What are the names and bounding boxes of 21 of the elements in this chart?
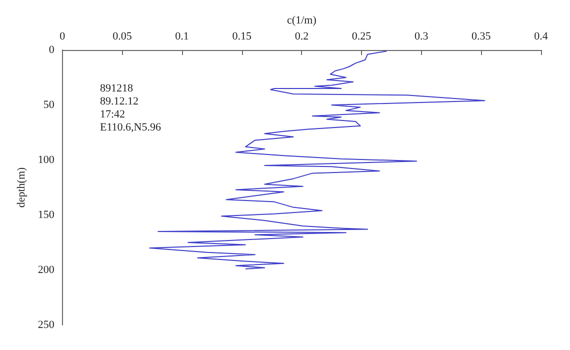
x-tick-label: 0.25 [352, 30, 372, 42]
x-axis-title: c(1/m) [287, 14, 317, 26]
y-tick-label: 200 [38, 264, 55, 276]
y-tick-label: 150 [38, 209, 55, 221]
y-tick-label: 250 [38, 319, 55, 331]
annotation: 89.12.12 [100, 96, 138, 108]
y-axis-title: depth(m) [16, 167, 28, 208]
x-tick-label: 0.2 [294, 30, 309, 42]
annotation: E110.6,N5.96 [100, 122, 162, 134]
y-tick-label: 0 [48, 44, 55, 56]
y-tick-label: 50 [43, 99, 55, 111]
x-tick-label: 0.05 [112, 30, 132, 42]
x-tick-label: 0.4 [534, 30, 548, 42]
y-tick-label: 100 [38, 154, 55, 166]
x-tick-label: 0.3 [414, 30, 429, 42]
x-tick-label: 0 [60, 30, 66, 42]
annotation: 891218 [100, 82, 134, 94]
x-tick-label: 0.1 [175, 30, 189, 42]
annotation: 17:42 [100, 108, 126, 120]
x-tick-label: 0.15 [232, 30, 252, 42]
x-tick-label: 0.35 [472, 30, 492, 42]
